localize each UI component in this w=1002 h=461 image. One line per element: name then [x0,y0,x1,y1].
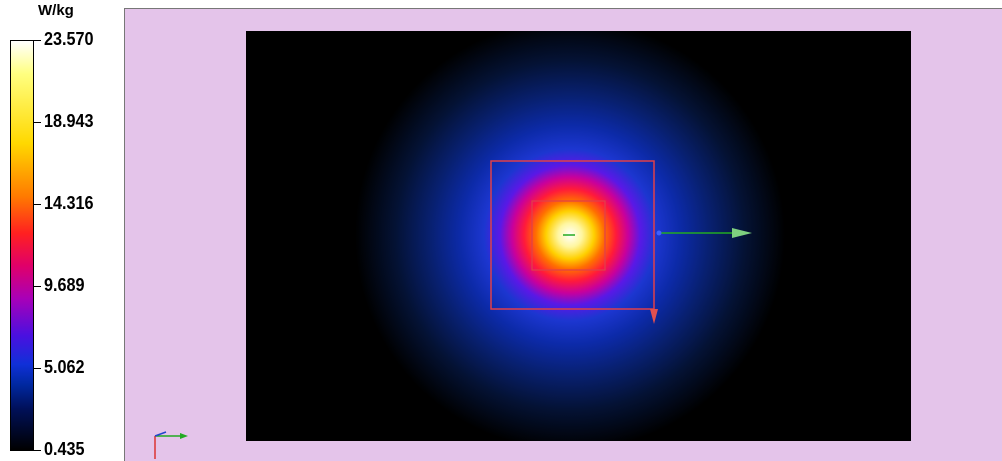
legend-tick-label: 9.689 [44,275,85,295]
legend-tick-label: 23.570 [44,29,94,49]
color-legend: W/kg 23.570 18.943 14.316 9.689 5.062 0.… [0,0,124,461]
legend-tick [34,40,41,41]
legend-tick [34,204,41,205]
legend-tick [34,368,41,369]
legend-tick [34,286,41,287]
sar-distribution-plot [246,31,911,441]
legend-tick [34,450,41,451]
legend-unit: W/kg [38,2,74,19]
legend-tick-label: 18.943 [44,111,94,131]
legend-tick [34,122,41,123]
legend-color-bar [10,40,34,451]
legend-tick-label: 14.316 [44,193,94,213]
legend-tick-label: 5.062 [44,357,85,377]
legend-tick-label: 0.435 [44,439,85,459]
